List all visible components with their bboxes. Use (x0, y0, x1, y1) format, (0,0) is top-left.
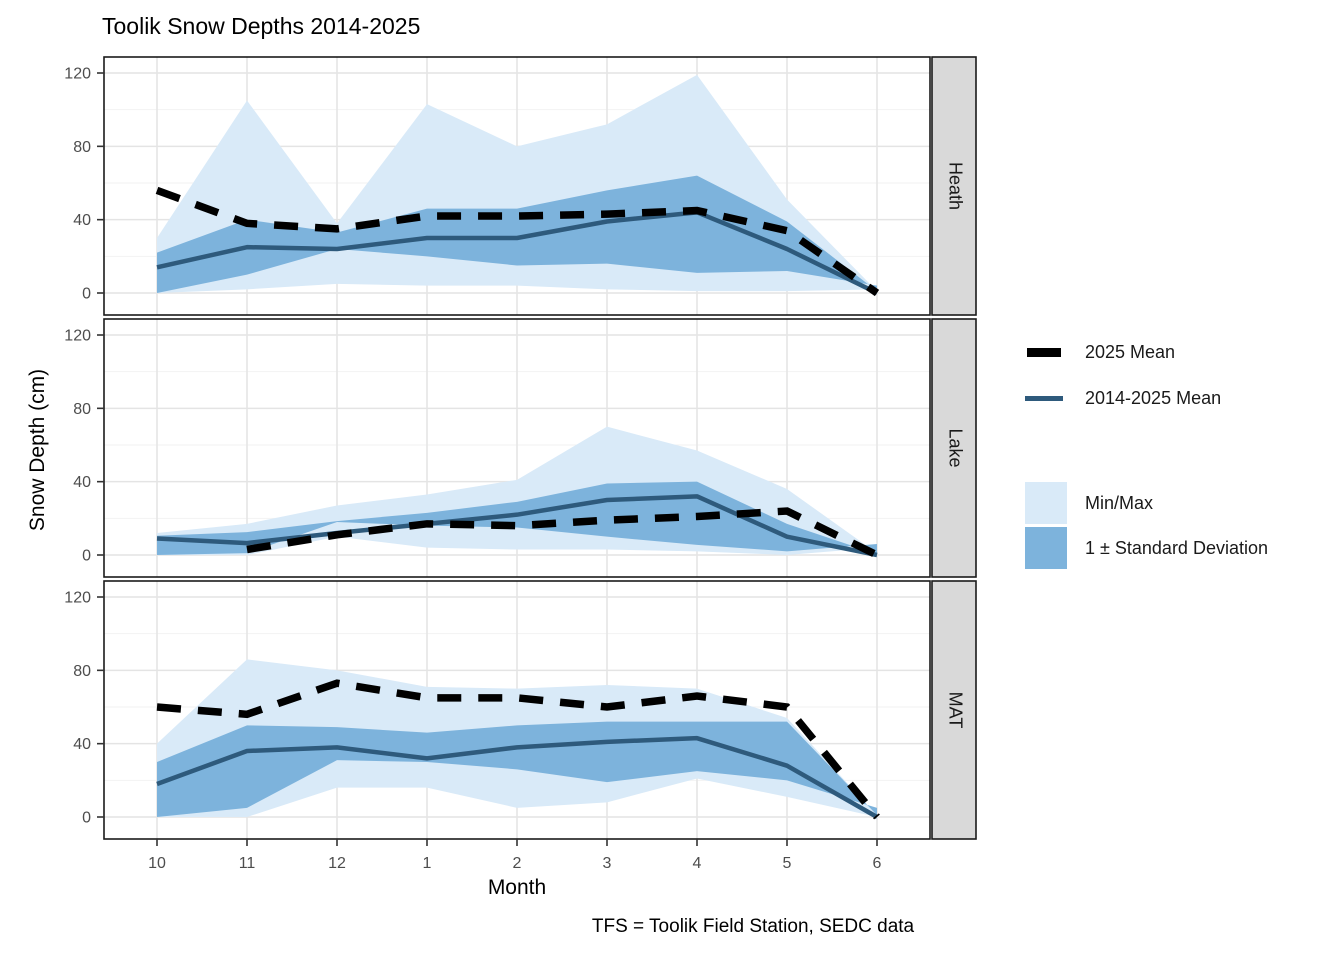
mean-2014-2025-line (156, 210, 878, 296)
facet-panel-heath: 0 40 80 120 Heath (64, 56, 977, 316)
x-tick-label: 2 (513, 855, 522, 872)
x-tick-label: 12 (328, 855, 346, 872)
y-tick-label: 40 (73, 736, 91, 753)
mean-2014-2025-line (156, 494, 878, 558)
legend-item-2014-2025-mean: 2014-2025 Mean (1010, 377, 1221, 419)
x-tick-label: 6 (873, 855, 882, 872)
y-tick-label: 40 (73, 212, 91, 229)
y-tick-label: 120 (64, 66, 91, 83)
legend-item-2025-mean: 2025 Mean (1010, 331, 1175, 373)
legend-label-sd: 1 ± Standard Deviation (1085, 537, 1268, 558)
y-tick-label: 120 (64, 590, 91, 607)
y-tick-label: 80 (73, 401, 91, 418)
legend-item-sd: 1 ± Standard Deviation (1010, 527, 1268, 569)
x-tick-label: 10 (148, 855, 166, 872)
x-tick-label: 5 (783, 855, 792, 872)
y-tick-label: 0 (82, 286, 91, 303)
minmax-swatch-icon (1025, 482, 1067, 524)
legend-label-minmax: Min/Max (1085, 492, 1154, 513)
y-tick-label: 0 (82, 810, 91, 827)
y-axis-title: Snow Depth (cm) (26, 368, 49, 532)
sd-swatch-icon (1025, 527, 1067, 569)
y-tick-label: 80 (73, 139, 91, 156)
y-tick-label: 0 (82, 548, 91, 565)
legend-label-2025-mean: 2025 Mean (1085, 341, 1176, 362)
y-tick-label: 40 (73, 474, 91, 491)
panel-border (103, 318, 931, 578)
facet-strip-label: Lake (945, 428, 965, 467)
solid-line-key-icon (1025, 395, 1063, 401)
facet-strip (931, 56, 977, 316)
x-tick-label: 11 (239, 855, 256, 872)
sd-ribbon (157, 175, 877, 293)
sd-ribbon (157, 481, 877, 555)
facet-strip-label: Heath (945, 162, 965, 210)
x-tick-label: 4 (693, 855, 702, 872)
x-axis-title: Month (487, 876, 547, 899)
legend: 2025 Mean 2014-2025 Mean Min/Max 1 ± Sta… (1010, 0, 1344, 960)
facet-panel-mat: 0 40 80 120 MAT (64, 580, 977, 840)
y-tick-label: 120 (64, 328, 91, 345)
facet-strip-label: MAT (945, 692, 965, 729)
chart-title: Toolik Snow Depths 2014-2025 (102, 13, 421, 39)
y-tick-label: 80 (73, 663, 91, 680)
facet-strip (931, 318, 977, 578)
dashed-line-key-icon (1027, 347, 1061, 357)
facet-panel-lake: 0 40 80 120 Lake (64, 318, 977, 578)
facet-strip (931, 580, 977, 840)
x-tick-label: 1 (423, 855, 432, 872)
panel-border (103, 56, 931, 316)
legend-label-2014-2025-mean: 2014-2025 Mean (1085, 387, 1222, 408)
mean-2025-line (155, 186, 880, 297)
x-tick-label: 3 (603, 855, 612, 872)
mean-2014-2025-line (156, 735, 879, 819)
chart-caption: TFS = Toolik Field Station, SEDC data (591, 916, 915, 937)
legend-item-minmax: Min/Max (1010, 482, 1153, 524)
